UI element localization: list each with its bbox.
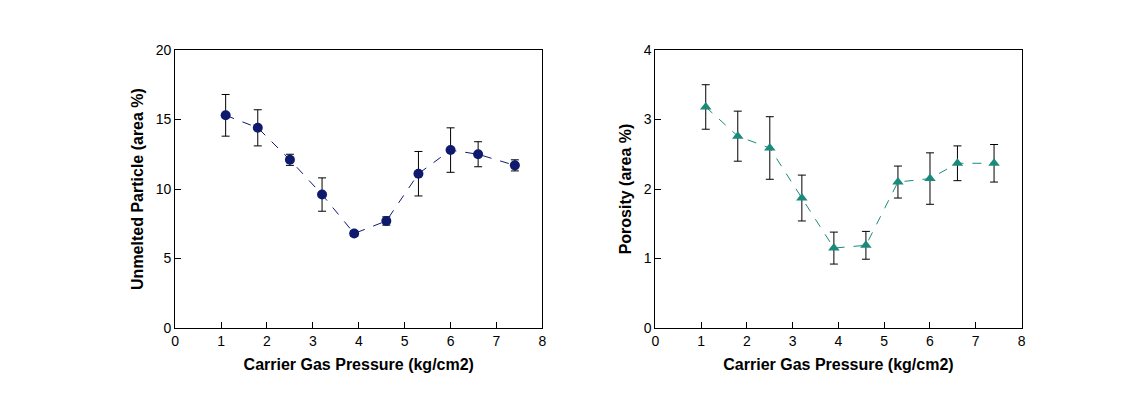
svg-text:3: 3	[789, 333, 797, 349]
svg-text:3: 3	[309, 333, 317, 349]
svg-text:8: 8	[1018, 333, 1026, 349]
svg-text:5: 5	[164, 250, 172, 266]
svg-text:0: 0	[644, 320, 652, 336]
svg-text:Carrier Gas Pressure (kg/cm2): Carrier Gas Pressure (kg/cm2)	[244, 356, 474, 373]
svg-text:4: 4	[355, 333, 363, 349]
svg-text:Carrier Gas Pressure (kg/cm2): Carrier Gas Pressure (kg/cm2)	[723, 356, 953, 373]
svg-text:0: 0	[171, 333, 179, 349]
svg-text:1: 1	[697, 333, 705, 349]
svg-text:4: 4	[644, 42, 652, 58]
svg-text:4: 4	[835, 333, 843, 349]
svg-text:10: 10	[156, 181, 172, 197]
svg-text:5: 5	[401, 333, 409, 349]
svg-text:20: 20	[156, 42, 172, 58]
svg-text:6: 6	[926, 333, 934, 349]
svg-text:2: 2	[263, 333, 271, 349]
svg-text:2: 2	[743, 333, 751, 349]
svg-text:1: 1	[217, 333, 225, 349]
svg-text:1: 1	[644, 250, 652, 266]
svg-text:15: 15	[156, 111, 172, 127]
svg-text:3: 3	[644, 111, 652, 127]
svg-text:6: 6	[447, 333, 455, 349]
svg-text:7: 7	[493, 333, 501, 349]
svg-text:5: 5	[880, 333, 888, 349]
svg-text:8: 8	[539, 333, 547, 349]
svg-text:0: 0	[164, 320, 172, 336]
svg-text:7: 7	[972, 333, 980, 349]
svg-text:Porosity (area %): Porosity (area %)	[617, 124, 634, 255]
svg-text:Unmelted Particle (area %): Unmelted Particle (area %)	[129, 88, 146, 290]
svg-text:2: 2	[644, 181, 652, 197]
svg-text:0: 0	[652, 333, 660, 349]
